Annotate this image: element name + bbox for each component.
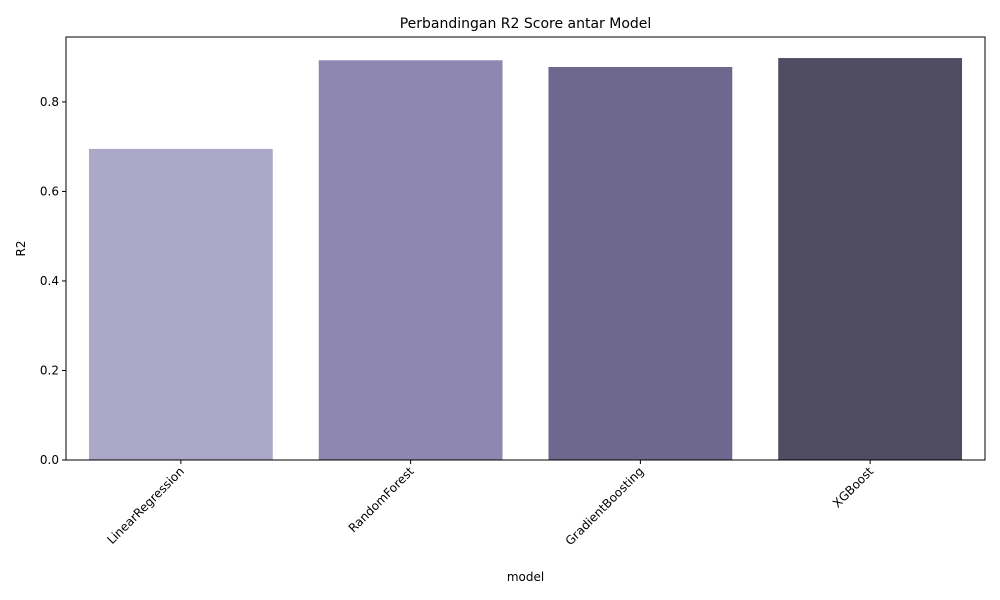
x-axis: LinearRegression RandomForest GradientBoos… — [104, 460, 876, 548]
y-tick-label: 0.0 — [40, 453, 59, 467]
bar-gradientboosting — [548, 66, 733, 460]
bar-linearregression — [88, 148, 273, 460]
bars-group — [88, 58, 963, 461]
x-tick-label: RandomForest — [346, 464, 417, 535]
x-tick-label: LinearRegression — [104, 464, 187, 547]
y-axis: 0.0 0.2 0.4 0.6 0.8 — [40, 95, 66, 467]
y-tick-label: 0.4 — [40, 274, 59, 288]
x-tick-label: XGBoost — [830, 464, 876, 510]
bar-randomforest — [318, 60, 503, 461]
y-axis-label: R2 — [14, 241, 28, 257]
y-tick-label: 0.2 — [40, 363, 59, 377]
y-tick-label: 0.6 — [40, 184, 59, 198]
bar-xgboost — [778, 58, 963, 461]
y-tick-label: 0.8 — [40, 95, 59, 109]
x-axis-label: model — [507, 570, 544, 584]
plot-frame — [65, 36, 986, 461]
chart-title: Perbandingan R2 Score antar Model — [400, 16, 652, 32]
x-tick-label: GradientBoosting — [563, 464, 647, 548]
